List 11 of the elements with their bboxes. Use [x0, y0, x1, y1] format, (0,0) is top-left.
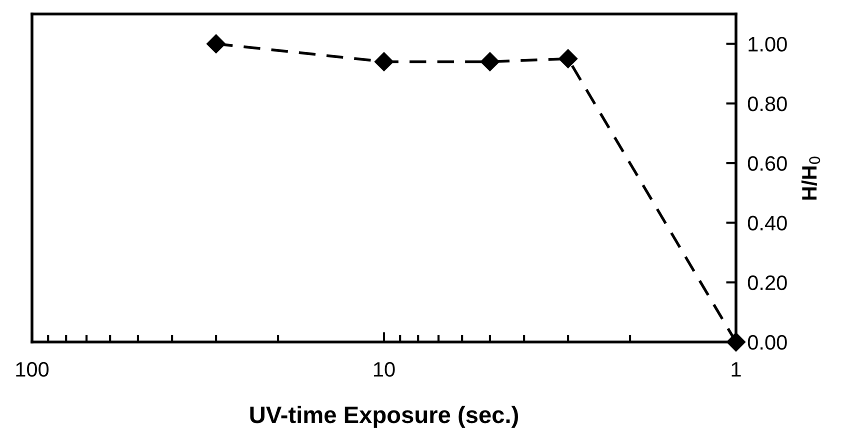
- y-axis-title: H/H$_{0}$: [801, 156, 820, 200]
- y-tick-label: 0.00: [748, 335, 787, 350]
- y-tick-label: 1.00: [748, 36, 787, 52]
- y-tick-label: 0.40: [748, 216, 787, 230]
- y-tick-label: 0.80: [748, 96, 787, 112]
- y-tick-label: 0.20: [748, 275, 787, 290]
- x-tick-label: 1: [732, 362, 741, 377]
- y-tick-label: 0.60: [748, 156, 787, 171]
- x-tick-label: 100: [16, 362, 49, 377]
- x-axis-title: UV-time Exposure (sec.): [250, 406, 518, 428]
- x-tick-label: 10: [374, 362, 395, 377]
